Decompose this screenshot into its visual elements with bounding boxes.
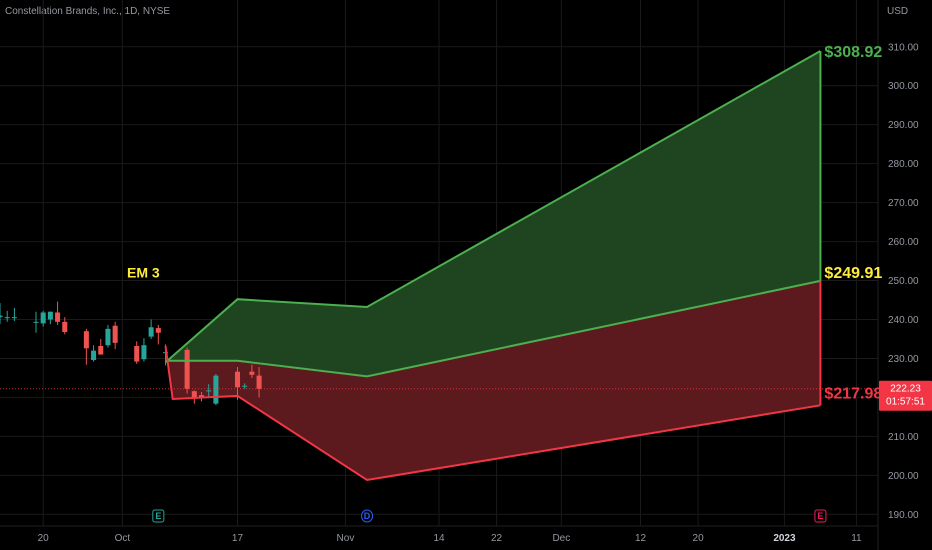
price-axis[interactable]: 190.00200.00210.00220.00230.00240.00250.… <box>877 0 932 550</box>
time-tick-label: 17 <box>232 533 244 544</box>
candle-body <box>83 331 89 349</box>
time-tick-label: 14 <box>433 533 445 544</box>
candle-body <box>40 312 46 324</box>
price-tick-label: 230.00 <box>888 354 919 365</box>
mid-price-label: $249.91 <box>824 265 882 282</box>
current-price-countdown: 01:57:51 <box>886 397 925 408</box>
mid-line <box>165 279 821 378</box>
event-marker <box>814 509 827 523</box>
price-tick-label: 190.00 <box>888 510 919 521</box>
upper-line <box>164 50 821 364</box>
event-marker-letter: E <box>155 511 161 521</box>
time-axis[interactable]: 20 Oct 17 Nov 14 22 Dec 12 20 2023 11 E D E <box>0 509 878 544</box>
candle-body <box>0 315 3 318</box>
price-tick-label: 310.00 <box>888 42 919 53</box>
time-tick-label: Dec <box>552 533 570 544</box>
candle-body <box>33 321 39 323</box>
upper-area <box>165 51 821 377</box>
price-tick-label: 210.00 <box>888 432 919 443</box>
price-tick-label: 200.00 <box>888 471 919 482</box>
candle-body <box>4 317 10 319</box>
em-label: EM 3 <box>127 265 160 281</box>
price-tick-label: 280.00 <box>888 159 919 170</box>
time-tick-label: 11 <box>851 533 862 544</box>
candle-body <box>155 328 161 333</box>
event-marker-letter: D <box>364 511 371 521</box>
em-labels: $308.92 $249.91 $217.98 EM 3 <box>127 44 882 402</box>
candle-body <box>141 345 147 360</box>
candle-body <box>249 371 255 375</box>
price-tick-label: 300.00 <box>888 81 919 92</box>
candle-body <box>184 349 190 389</box>
time-tick-label: Oct <box>115 533 131 544</box>
time-tick-label: Nov <box>337 533 355 544</box>
candle-body <box>11 317 17 319</box>
time-tick-label: 2023 <box>773 533 796 544</box>
candle-body <box>62 321 68 332</box>
candle-body <box>98 345 104 355</box>
candle-body <box>134 345 140 362</box>
ticker-title: Constellation Brands, Inc., 1D, NYSE <box>5 6 171 17</box>
price-tick-label: 290.00 <box>888 120 919 131</box>
candle-body <box>91 350 97 361</box>
candle-body <box>242 385 248 387</box>
candle-body <box>234 371 241 388</box>
event-marker <box>361 509 374 523</box>
candle-body <box>256 375 262 389</box>
lower-price-label: $217.98 <box>824 385 882 402</box>
time-tick-label: 20 <box>38 533 50 544</box>
candle-body <box>112 325 118 343</box>
candle-body <box>191 391 197 398</box>
candlesticks <box>0 301 262 406</box>
overlay-lines <box>0 50 878 482</box>
candle-body <box>148 327 154 337</box>
price-tick-label: 240.00 <box>888 315 919 326</box>
candle-body <box>47 311 53 320</box>
event-marker <box>152 509 165 523</box>
lower-area <box>165 280 821 480</box>
price-tick-label: 250.00 <box>888 276 919 287</box>
time-tick-label: 22 <box>491 533 503 544</box>
event-marker-letter: E <box>817 511 823 521</box>
lower-line <box>164 345 821 482</box>
upper-price-label: $308.92 <box>824 44 882 61</box>
currency-label: USD <box>887 6 909 17</box>
candle-body <box>213 375 219 404</box>
price-tick-label: 260.00 <box>888 237 919 248</box>
candle-body <box>105 328 111 346</box>
candle-body <box>55 312 61 322</box>
current-price-value: 222.23 <box>890 384 921 395</box>
time-tick-label: 20 <box>693 533 705 544</box>
price-tick-label: 270.00 <box>888 198 919 209</box>
current-price-badge <box>879 380 932 411</box>
time-tick-label: 12 <box>635 533 647 544</box>
expected-move-areas <box>165 51 821 480</box>
candle-body <box>206 390 212 392</box>
